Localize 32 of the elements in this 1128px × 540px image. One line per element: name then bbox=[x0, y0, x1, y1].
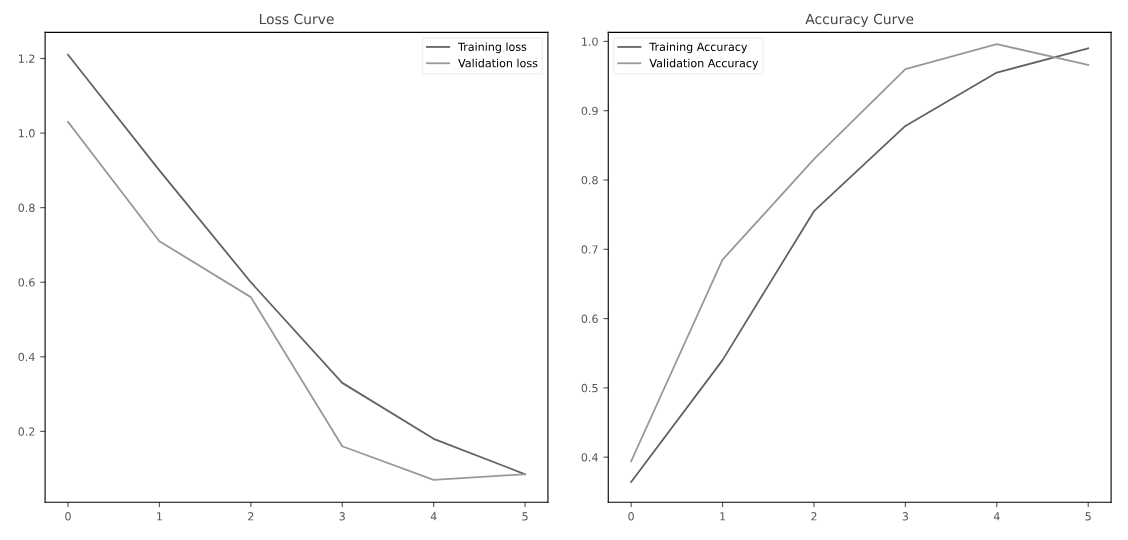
x-tick-label: 2 bbox=[811, 512, 817, 521]
x-tick-label: 3 bbox=[339, 512, 345, 521]
y-tick-label: 0.5 bbox=[581, 383, 598, 393]
x-tick-label: 4 bbox=[993, 512, 1000, 521]
y-tick-label: 0.4 bbox=[18, 352, 35, 362]
y-tick-label: 0.8 bbox=[18, 203, 35, 213]
x-tick-label: 4 bbox=[430, 512, 437, 521]
y-tick-label: 1.0 bbox=[18, 129, 35, 138]
legend-label: Validation loss bbox=[458, 58, 538, 68]
x-tick-label: 1 bbox=[720, 512, 726, 521]
chart-title: Accuracy Curve bbox=[805, 13, 914, 27]
y-tick-label: 1.2 bbox=[18, 54, 35, 63]
y-tick-label: 0.2 bbox=[18, 427, 35, 436]
legend-label: Validation Accuracy bbox=[649, 58, 759, 70]
line-series bbox=[67, 120, 526, 481]
y-tick-label: 1.0 bbox=[582, 37, 598, 46]
x-tick-label: 5 bbox=[1085, 512, 1091, 521]
x-tick-label: 0 bbox=[65, 512, 71, 521]
x-tick-label: 0 bbox=[628, 512, 634, 521]
y-tick-label: 0.6 bbox=[581, 314, 598, 323]
y-tick-label: 0.7 bbox=[581, 245, 598, 254]
x-tick-label: 3 bbox=[902, 512, 909, 521]
x-tick-label: 5 bbox=[522, 512, 528, 521]
y-tick-label: 0.6 bbox=[18, 278, 35, 287]
y-tick-label: 0.8 bbox=[581, 175, 598, 185]
y-tick-label: 0.4 bbox=[581, 453, 598, 462]
x-tick-label: 1 bbox=[157, 512, 162, 521]
chart-title: Loss Curve bbox=[259, 13, 334, 25]
y-tick-label: 0.9 bbox=[581, 106, 598, 116]
x-tick-label: 2 bbox=[248, 512, 254, 521]
legend-label: Training Accuracy bbox=[649, 42, 748, 54]
legend-label: Training loss bbox=[458, 42, 527, 54]
